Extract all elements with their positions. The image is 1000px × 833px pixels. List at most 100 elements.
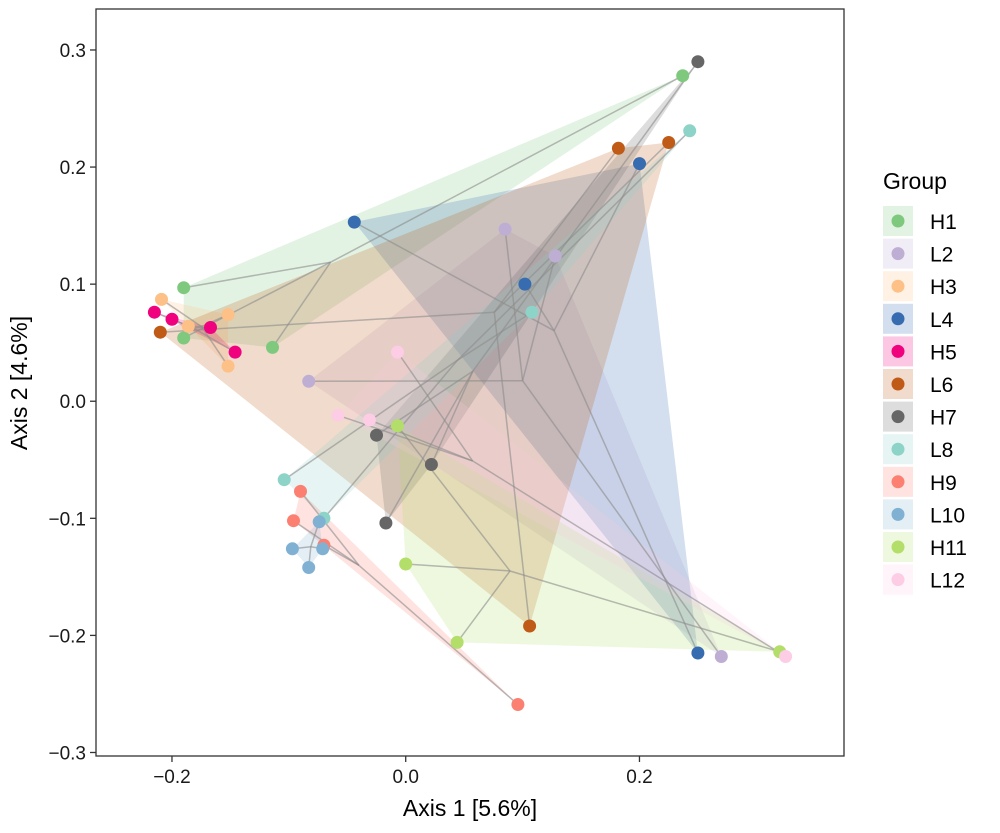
- point-h1-2: [177, 331, 191, 345]
- legend-dot-h11: [891, 540, 905, 554]
- point-l4-2: [518, 277, 532, 291]
- legend-dot-l10: [891, 507, 905, 521]
- point-l12-4: [779, 650, 793, 663]
- point-h11-1: [391, 419, 404, 433]
- spoke-l12-2: [337, 414, 473, 462]
- point-h9-4: [511, 698, 525, 711]
- legend-label-h7: H7: [930, 407, 957, 430]
- point-l2-4: [714, 650, 728, 663]
- legend-dot-l6: [891, 377, 905, 391]
- y-tick-label: −0.3: [48, 743, 86, 764]
- point-h3-2: [181, 319, 195, 333]
- point-h11-2: [399, 557, 413, 571]
- point-l10-2: [285, 542, 299, 556]
- spoke-h1-4: [330, 75, 684, 263]
- legend-dot-h5: [891, 344, 905, 358]
- legend-dot-h1: [891, 214, 905, 228]
- point-l4-4: [691, 646, 705, 660]
- point-h3-1: [155, 292, 168, 306]
- spoke-l8-4: [323, 359, 458, 519]
- hull-h9: [293, 491, 518, 705]
- point-l6-1: [153, 325, 167, 339]
- spoke-l2-1: [308, 379, 523, 383]
- legend-dot-l8: [891, 442, 905, 456]
- point-h7-2: [370, 428, 383, 442]
- legend-label-l8: L8: [930, 439, 953, 462]
- point-h7-1: [691, 55, 705, 69]
- legend-label-h5: H5: [930, 341, 957, 364]
- legend-dot-l12: [891, 573, 905, 587]
- hull-l6: [160, 142, 669, 626]
- legend-dot-l4: [891, 312, 905, 326]
- point-l2-1: [302, 374, 316, 388]
- spoke-l4-4: [553, 330, 699, 654]
- legend-label-h9: H9: [930, 472, 957, 495]
- point-l10-4: [302, 561, 316, 574]
- point-l12-2: [331, 408, 345, 422]
- point-h5-1: [147, 305, 161, 319]
- group-hulls: [154, 61, 786, 705]
- hull-h11: [397, 425, 780, 652]
- x-axis-title: Axis 1 [5.6%]: [403, 795, 537, 821]
- legend-label-h11: H11: [930, 537, 967, 560]
- spoke-l12-1: [396, 351, 474, 462]
- point-l6-4: [523, 619, 537, 633]
- spoke-h9-3: [323, 544, 360, 567]
- y-tick-label: −0.1: [48, 509, 86, 530]
- spoke-h11-4: [509, 570, 780, 653]
- legend-dot-l2: [891, 247, 905, 261]
- spoke-l2-4: [521, 380, 722, 657]
- point-l10-3: [316, 542, 330, 556]
- point-h3-3: [221, 308, 235, 322]
- spoke-h11-3: [456, 570, 511, 643]
- point-l6-3: [662, 136, 676, 149]
- hull-h1: [183, 75, 683, 348]
- spoke-l12-3: [369, 419, 473, 462]
- spoke-h1-1: [183, 261, 331, 289]
- y-tick-label: 0.0: [60, 392, 86, 413]
- point-h11-3: [450, 635, 464, 649]
- point-l12-1: [391, 345, 404, 359]
- point-l6-2: [611, 141, 625, 155]
- point-h1-4: [676, 69, 690, 83]
- legend-label-h3: H3: [930, 276, 957, 299]
- point-h9-1: [294, 484, 307, 498]
- spoke-l8-1: [456, 130, 691, 361]
- hull-l4: [354, 163, 698, 653]
- spoke-l2-3: [521, 255, 557, 381]
- spoke-h3-1: [161, 298, 202, 328]
- point-h5-4: [228, 345, 242, 359]
- data-points: [147, 55, 793, 711]
- legend-title: Group: [883, 168, 947, 194]
- point-h1-1: [177, 281, 191, 295]
- legend-label-l6: L6: [930, 374, 953, 397]
- spoke-l6-4: [493, 312, 531, 627]
- legend-label-l2: L2: [930, 244, 953, 267]
- point-h1-3: [266, 340, 279, 354]
- legend-dot-h9: [891, 475, 905, 489]
- spoke-h5-4: [192, 327, 236, 353]
- y-axis: −0.3 −0.2 −0.1 0.0 0.1 0.2 0.3: [48, 41, 96, 764]
- x-tick-label: 0.2: [626, 767, 652, 788]
- legend-label-l4: L4: [930, 309, 954, 332]
- spoke-l8-2: [456, 311, 533, 361]
- legend-label-l10: L10: [930, 504, 965, 527]
- hull-h5: [154, 312, 236, 353]
- spoke-l4-3: [553, 163, 641, 332]
- y-axis-title: Axis 2 [4.6%]: [6, 316, 32, 450]
- point-h9-2: [287, 514, 300, 528]
- legend-dot-h3: [891, 279, 905, 293]
- spoke-h3-4: [200, 326, 229, 367]
- point-h3-4: [221, 359, 235, 373]
- x-tick-label: −0.2: [153, 767, 191, 788]
- y-tick-label: −0.2: [48, 626, 86, 647]
- point-h5-2: [165, 312, 179, 326]
- point-l8-1: [683, 124, 697, 138]
- point-l8-2: [525, 305, 539, 319]
- x-axis: −0.2 0.0 0.2: [153, 756, 653, 788]
- point-h7-4: [379, 516, 393, 530]
- spoke-h11-1: [396, 425, 511, 572]
- spoke-h7-1: [472, 61, 699, 372]
- spoke-h9-1: [299, 490, 360, 566]
